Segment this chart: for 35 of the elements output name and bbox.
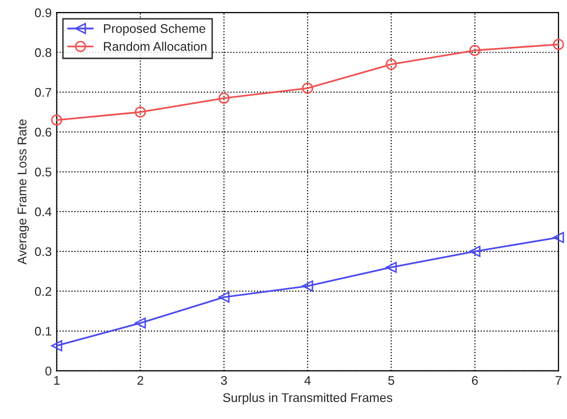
point [134,106,146,118]
x-tick-label: 7 [556,376,562,385]
y-tick-label: 0.8 [34,48,52,58]
y-tick-label: 0.5 [34,168,52,176]
x-axis-title: Surplus in Transmitted Frames [223,392,392,405]
point [51,340,62,352]
point [469,246,480,257]
legend-label: Proposed Scheme [104,24,206,36]
point [302,82,314,94]
point [552,38,564,50]
point [134,317,146,329]
point [302,280,314,292]
point [386,262,397,273]
y-tick-label: 0.2 [34,287,52,296]
point [469,44,480,56]
y-tick-label: 0.4 [34,207,52,216]
x-tick-label: 3 [220,376,227,385]
point [218,292,230,303]
y-tick-label: 0.6 [34,128,52,137]
point [386,58,397,70]
y-tick-label: 0.7 [34,88,52,97]
x-tick-label: 2 [137,376,144,385]
point [552,232,564,244]
y-tick-label: 0.3 [34,247,52,256]
y-tick-label: 0.9 [34,8,52,18]
y-tick-label: 0.1 [34,326,52,336]
x-tick-label: 5 [388,376,394,385]
x-tick-label: 6 [472,376,478,385]
legend-label: Random Allocation [104,42,206,51]
point [51,114,62,126]
y-tick-label: 0 [45,366,52,376]
x-tick-label: 4 [304,376,311,385]
y-axis-title: Average Frame Loss Rate [18,119,29,264]
point [218,92,230,104]
x-tick-label: 1 [54,376,60,385]
